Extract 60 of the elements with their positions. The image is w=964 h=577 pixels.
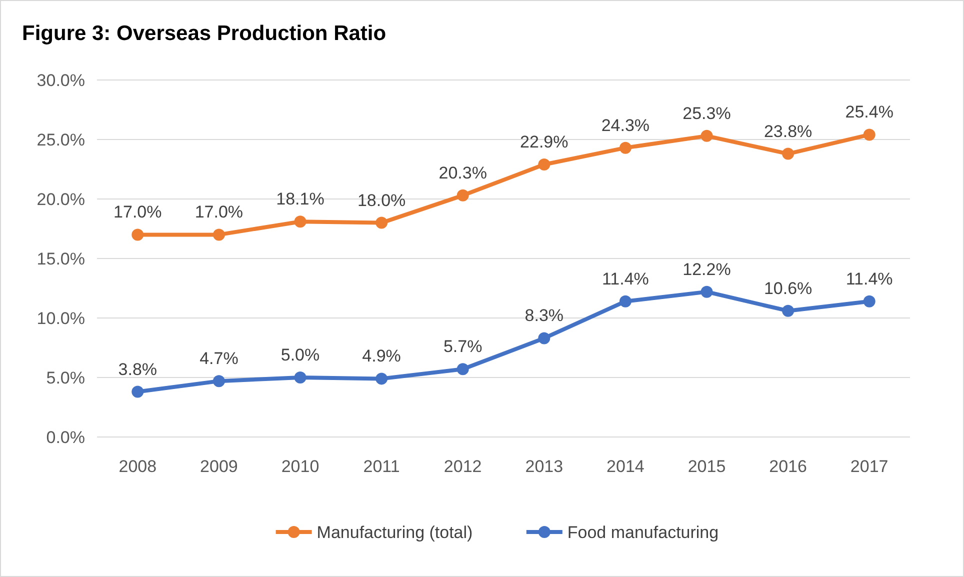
- point: [863, 295, 876, 308]
- point: [619, 142, 632, 154]
- x-tick-label: 2017: [850, 457, 888, 476]
- x-tick-label: 2012: [444, 457, 482, 476]
- data-label: 5.0%: [280, 346, 320, 364]
- point: [700, 286, 713, 298]
- point: [782, 304, 794, 317]
- point: [132, 386, 144, 398]
- data-label: 25.4%: [845, 102, 894, 122]
- point: [212, 228, 225, 241]
- y-tick-label: 5.0%: [46, 368, 85, 388]
- legend-label: Manufacturing (total): [316, 522, 473, 542]
- point: [700, 130, 713, 142]
- point: [294, 372, 306, 384]
- x-tick-label: 2009: [200, 457, 238, 476]
- legend-label: Food manufacturing: [567, 522, 719, 542]
- y-tick-label: 20.0%: [36, 190, 85, 209]
- data-label: 3.8%: [118, 360, 158, 379]
- data-label: 5.7%: [443, 337, 482, 356]
- chart-title: Figure 3: Overseas Production Ratio: [22, 22, 386, 45]
- x-tick-label: 2014: [606, 457, 644, 476]
- point: [863, 128, 876, 141]
- data-label: 17.0%: [114, 202, 162, 222]
- y-tick-label: 30.0%: [36, 70, 85, 90]
- x-tick-label: 2015: [688, 457, 726, 476]
- point: [212, 375, 225, 388]
- data-label: 25.3%: [682, 104, 731, 123]
- x-tick-label: 2010: [281, 457, 320, 476]
- data-label: 8.3%: [524, 306, 564, 326]
- data-label: 18.0%: [357, 190, 406, 210]
- y-tick-label: 15.0%: [36, 249, 85, 268]
- y-tick-label: 10.0%: [36, 308, 85, 328]
- x-tick-label: 2008: [118, 457, 157, 476]
- x-tick-label: 2016: [769, 457, 807, 476]
- point: [538, 332, 550, 344]
- point: [132, 228, 144, 241]
- x-tick-label: 2011: [363, 457, 400, 476]
- point: [294, 216, 306, 228]
- point: [619, 295, 632, 308]
- x-tick-label: 2013: [525, 457, 564, 476]
- data-label: 18.1%: [276, 190, 324, 209]
- point: [782, 148, 794, 160]
- data-label: 23.8%: [764, 122, 812, 141]
- data-label: 11.4%: [846, 269, 893, 288]
- y-tick-label: 25.0%: [36, 130, 85, 150]
- point: [456, 189, 469, 202]
- data-label: 20.3%: [438, 163, 487, 182]
- point: [538, 158, 550, 170]
- data-label: 4.9%: [362, 346, 401, 366]
- data-label: 17.0%: [194, 202, 244, 222]
- data-label: 10.6%: [764, 278, 812, 298]
- data-label: 11.4%: [602, 269, 649, 288]
- data-label: 4.7%: [200, 349, 238, 368]
- point: [456, 363, 469, 376]
- y-tick-label: 0.0%: [46, 428, 85, 447]
- point: [376, 372, 388, 385]
- data-label: 24.3%: [601, 116, 650, 135]
- point: [376, 216, 388, 229]
- data-label: 12.2%: [682, 260, 731, 279]
- data-label: 22.9%: [520, 132, 568, 152]
